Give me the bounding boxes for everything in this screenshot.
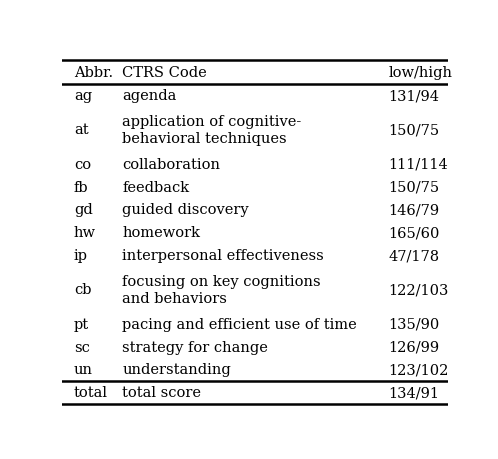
Text: hw: hw: [74, 226, 96, 240]
Text: total: total: [74, 386, 108, 399]
Text: collaboration: collaboration: [122, 157, 220, 171]
Text: 47/178: 47/178: [388, 249, 440, 263]
Text: 165/60: 165/60: [388, 226, 440, 240]
Text: 150/75: 150/75: [388, 123, 440, 137]
Text: gd: gd: [74, 203, 93, 217]
Text: sc: sc: [74, 340, 90, 354]
Text: interpersonal effectiveness: interpersonal effectiveness: [122, 249, 324, 263]
Text: 135/90: 135/90: [388, 317, 440, 331]
Text: pt: pt: [74, 317, 89, 331]
Text: CTRS Code: CTRS Code: [122, 66, 207, 80]
Text: 122/103: 122/103: [388, 283, 449, 297]
Text: homework: homework: [122, 226, 200, 240]
Text: Abbr.: Abbr.: [74, 66, 113, 80]
Text: application of cognitive-
behavioral techniques: application of cognitive- behavioral tec…: [122, 114, 301, 146]
Text: 123/102: 123/102: [388, 363, 449, 376]
Text: low/high: low/high: [388, 66, 452, 80]
Text: 134/91: 134/91: [388, 386, 439, 399]
Text: un: un: [74, 363, 93, 376]
Text: understanding: understanding: [122, 363, 231, 376]
Text: pacing and efficient use of time: pacing and efficient use of time: [122, 317, 357, 331]
Text: strategy for change: strategy for change: [122, 340, 268, 354]
Text: fb: fb: [74, 180, 89, 194]
Text: ag: ag: [74, 89, 92, 103]
Text: ip: ip: [74, 249, 88, 263]
Text: focusing on key cognitions
and behaviors: focusing on key cognitions and behaviors: [122, 274, 321, 305]
Text: 150/75: 150/75: [388, 180, 440, 194]
Text: 111/114: 111/114: [388, 157, 448, 171]
Text: at: at: [74, 123, 89, 137]
Text: total score: total score: [122, 386, 201, 399]
Text: guided discovery: guided discovery: [122, 203, 249, 217]
Text: 126/99: 126/99: [388, 340, 440, 354]
Text: cb: cb: [74, 283, 91, 297]
Text: agenda: agenda: [122, 89, 176, 103]
Text: feedback: feedback: [122, 180, 189, 194]
Text: 131/94: 131/94: [388, 89, 439, 103]
Text: co: co: [74, 157, 91, 171]
Text: 146/79: 146/79: [388, 203, 440, 217]
